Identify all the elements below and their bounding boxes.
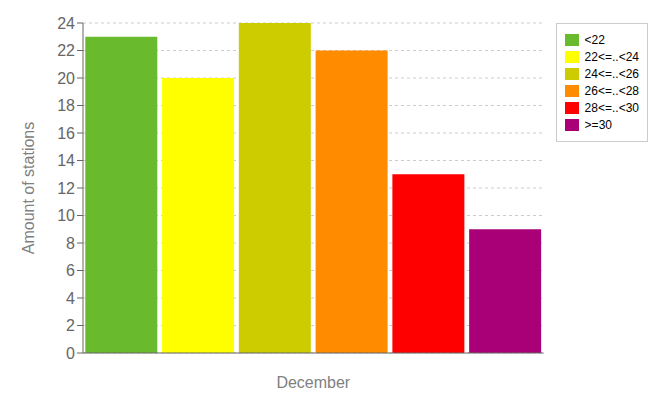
svg-text:Amount of stations: Amount of stations	[20, 122, 37, 255]
svg-text:22: 22	[57, 42, 75, 59]
svg-text:10: 10	[57, 207, 75, 224]
svg-text:18: 18	[57, 97, 75, 114]
html-text:28<=..<30: 28<=..<30	[584, 101, 639, 115]
svg-text:December: December	[276, 374, 350, 391]
svg-text:8: 8	[66, 235, 75, 252]
svg-text:4: 4	[66, 290, 75, 307]
svg-text:16: 16	[57, 125, 75, 142]
html-text:<22: <22	[584, 33, 605, 47]
html-text:26<=..<28: 26<=..<28	[584, 84, 639, 98]
svg-text:12: 12	[57, 180, 75, 197]
svg-text:0: 0	[66, 345, 75, 362]
html-text:22<=..<24: 22<=..<24	[584, 50, 639, 64]
html-text:24<=..<26: 24<=..<26	[584, 67, 639, 81]
svg-text:14: 14	[57, 152, 75, 169]
svg-text:24: 24	[57, 15, 75, 32]
svg-text:6: 6	[66, 262, 75, 279]
svg-text:2: 2	[66, 317, 75, 334]
svg-text:20: 20	[57, 70, 75, 87]
html-text:>=30: >=30	[584, 118, 612, 132]
